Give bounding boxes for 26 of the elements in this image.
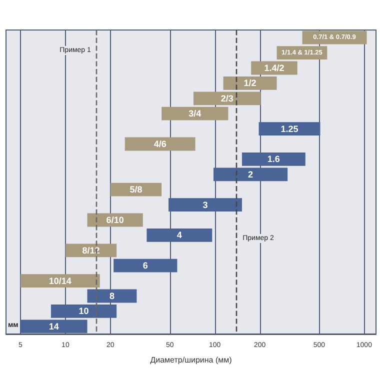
y-tick-label: 14 xyxy=(48,321,59,332)
y-tick-label: 2/3 xyxy=(220,93,234,104)
y-tick-label: 4/6 xyxy=(154,139,166,149)
y-tick-label: 8 xyxy=(109,291,114,301)
y-tick-label: 1.4/2 xyxy=(264,63,284,73)
bar xyxy=(162,106,228,120)
y-tick-label: 6 xyxy=(142,260,148,271)
bar xyxy=(258,122,320,136)
y-tick-label: 3 xyxy=(202,200,208,210)
bar xyxy=(114,258,178,272)
bar xyxy=(124,137,196,151)
bar xyxy=(87,289,137,303)
bar xyxy=(146,228,212,242)
y-tick-label: 4 xyxy=(176,230,182,240)
y-tick-label: 10/14 xyxy=(48,276,72,286)
y-tick-label: 3/4 xyxy=(188,108,202,119)
bar xyxy=(20,274,100,288)
y-tick-label: 5/8 xyxy=(130,184,142,195)
y-tick-label: 1.25 xyxy=(280,124,298,134)
y-tick-label: 6/10 xyxy=(106,215,124,225)
x-axis-title: Диаметр/ширина (мм) xyxy=(150,356,232,364)
y-tick-label: 1.6 xyxy=(267,154,280,164)
y-tick-label: 2 xyxy=(248,169,254,180)
bar xyxy=(110,182,162,196)
bar xyxy=(168,198,242,212)
y-tick-label: 1/2 xyxy=(244,78,256,88)
